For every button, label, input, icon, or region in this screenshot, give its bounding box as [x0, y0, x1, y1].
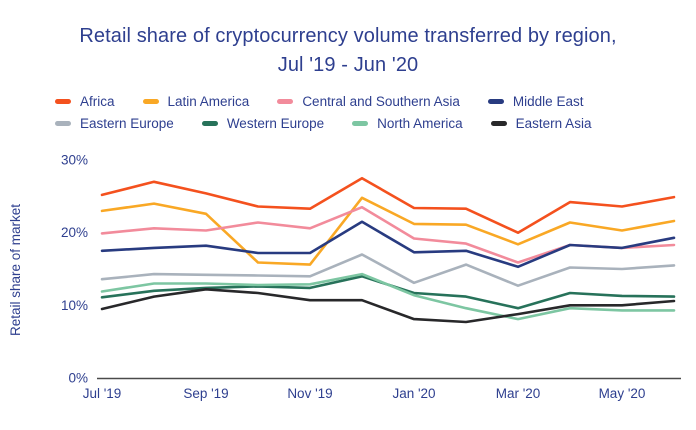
- x-tick-jul-19: Jul '19: [83, 386, 122, 401]
- x-tick-mar-20: Mar '20: [496, 386, 541, 401]
- line-africa: [100, 176, 676, 234]
- x-tick-may-20: May '20: [599, 386, 646, 401]
- y-tick-20: 20%: [61, 225, 88, 240]
- legend-label-central-and-southern-asia: Central and Southern Asia: [302, 94, 460, 109]
- y-tick-30: 30%: [61, 152, 88, 167]
- x-tick-jan-20: Jan '20: [392, 386, 435, 401]
- legend-item-eastern-asia: Eastern Asia: [490, 116, 592, 131]
- line-latin-america: [100, 196, 676, 266]
- line-central-and-southern-asia: [100, 205, 676, 264]
- legend-item-north-america: North America: [352, 116, 463, 131]
- legend-swatch-western-europe: [201, 121, 218, 126]
- legend-swatch-latin-america: [142, 99, 159, 104]
- x-tick-sep-19: Sep '19: [183, 386, 228, 401]
- legend-item-latin-america: Latin America: [142, 94, 250, 109]
- legend-item-western-europe: Western Europe: [201, 116, 325, 131]
- legend-label-eastern-europe: Eastern Europe: [80, 116, 174, 131]
- legend-row-1: Africa Latin America Central and Southern …: [55, 94, 686, 109]
- legend-item-eastern-europe: Eastern Europe: [55, 116, 174, 131]
- legend-swatch-eastern-europe: [55, 121, 71, 126]
- line-eastern-asia: [100, 288, 676, 324]
- chart-title: Retail share of cryptocurrency volume tr…: [10, 22, 686, 80]
- legend-label-north-america: North America: [377, 116, 463, 131]
- x-axis-ticks: Jul '19 Sep '19 Nov '19 Jan '20 Mar '20 May '…: [83, 386, 646, 401]
- plot-svg: 0% 10% 20% 30% Jul '19 Sep '19 Nov '19 Jan '20…: [8, 152, 681, 401]
- legend-swatch-middle-east: [487, 99, 504, 104]
- x-tick-nov-19: Nov '19: [287, 386, 332, 401]
- legend-row-2: Eastern Europe Western Europe North Americ…: [55, 116, 686, 131]
- series-lines: [100, 176, 676, 324]
- y-axis-ticks: 0% 10% 20% 30%: [61, 152, 88, 385]
- line-eastern-europe: [100, 253, 676, 287]
- y-tick-10: 10%: [61, 298, 88, 313]
- chart-title-line1: Retail share of cryptocurrency volume tr…: [79, 25, 617, 47]
- y-axis-title: Retail share of market: [8, 204, 23, 336]
- chart-title-line2: Jul '19 - Jun '20: [277, 54, 419, 76]
- legend-item-central-and-southern-asia: Central and Southern Asia: [277, 94, 460, 109]
- legend-item-africa: Africa: [55, 94, 115, 109]
- y-tick-0: 0%: [68, 371, 88, 386]
- legend: Africa Latin America Central and Southern …: [55, 94, 686, 131]
- legend-label-western-europe: Western Europe: [226, 116, 325, 131]
- legend-item-middle-east: Middle East: [487, 94, 584, 109]
- legend-label-africa: Africa: [80, 94, 115, 109]
- legend-label-middle-east: Middle East: [512, 94, 584, 109]
- legend-label-eastern-asia: Eastern Asia: [515, 116, 592, 131]
- line-middle-east: [100, 220, 676, 269]
- legend-label-latin-america: Latin America: [167, 94, 250, 109]
- legend-swatch-central-and-southern-asia: [277, 99, 294, 104]
- legend-swatch-africa: [55, 99, 71, 104]
- legend-swatch-eastern-asia: [490, 121, 507, 126]
- line-north-america: [100, 272, 676, 321]
- legend-swatch-north-america: [352, 121, 369, 126]
